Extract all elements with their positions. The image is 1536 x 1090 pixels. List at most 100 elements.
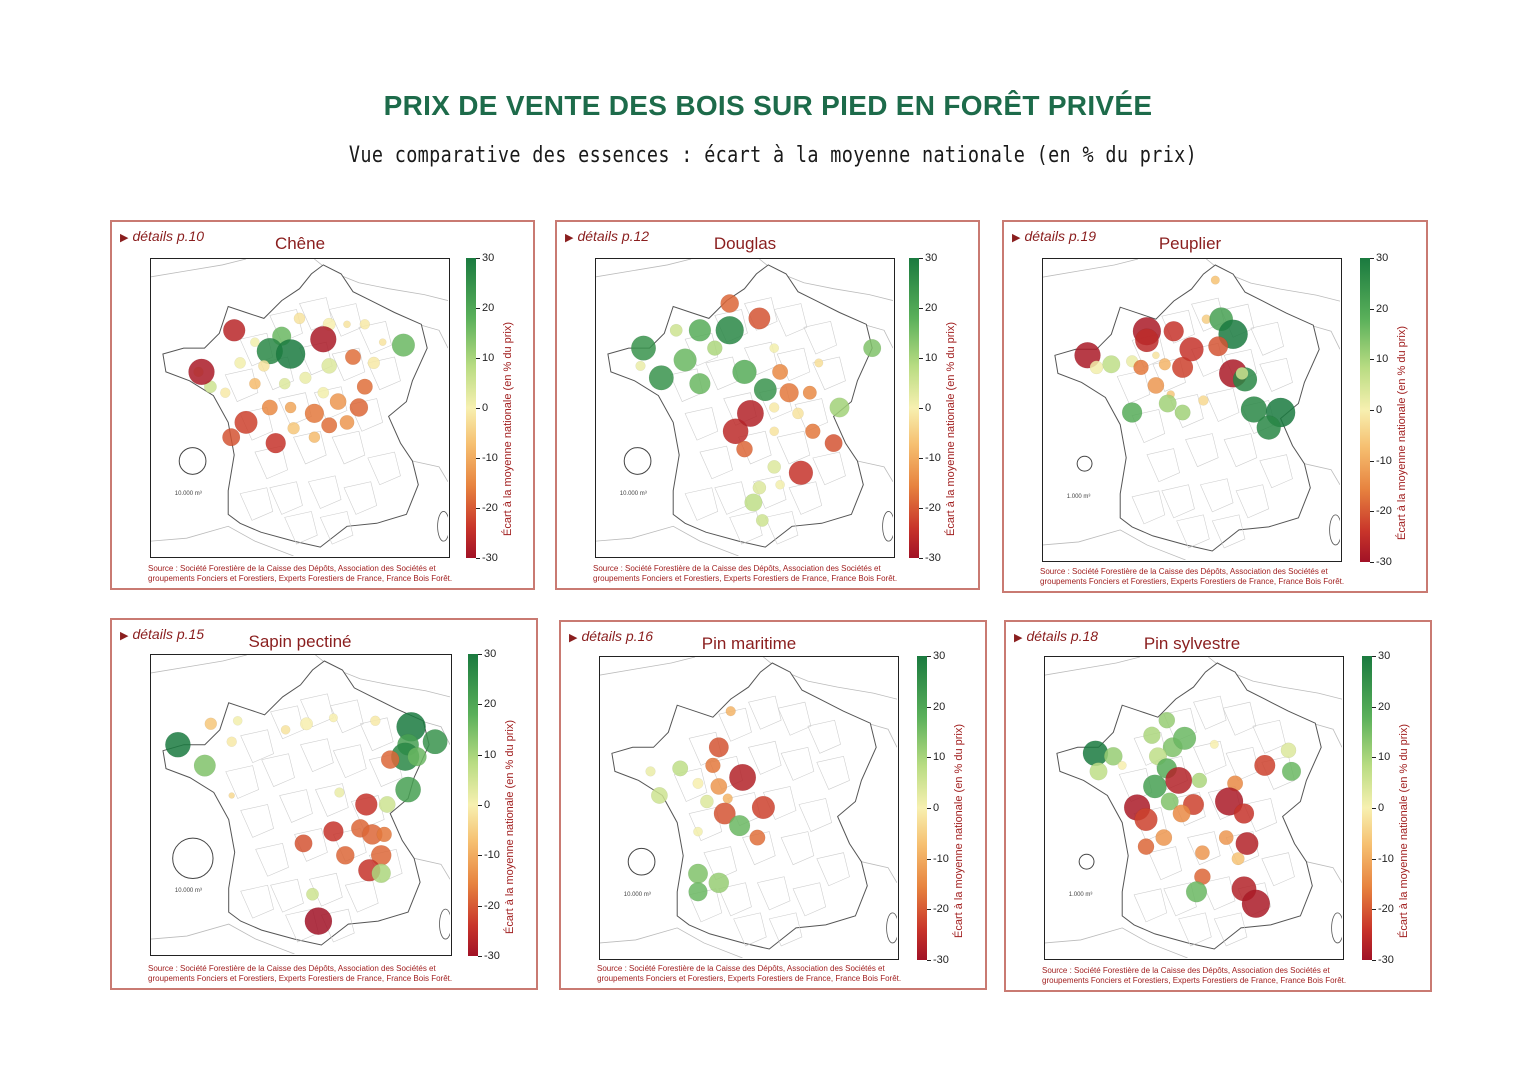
colorbar-tick: 20 [1369, 302, 1389, 315]
price-bubble [729, 763, 757, 791]
price-bubble [715, 316, 744, 345]
price-bubble [359, 319, 371, 330]
france-map: 1.000 m³ [1042, 258, 1342, 562]
price-bubble [1174, 404, 1191, 421]
price-bubble [802, 385, 817, 400]
department [684, 487, 719, 521]
border-spain [596, 525, 739, 556]
details-link[interactable]: ▶ détails p.18 [1014, 628, 1098, 644]
details-link[interactable]: ▶ détails p.10 [120, 228, 204, 244]
source-line-1: Source : Société Forestière de la Caisse… [1042, 966, 1330, 975]
price-bubble [769, 343, 780, 353]
border-italy [857, 460, 893, 482]
colorbar-tick: 10 [1369, 353, 1389, 366]
department [1235, 484, 1270, 519]
corsica [439, 908, 450, 940]
price-bubble [261, 399, 278, 416]
department [1187, 831, 1221, 866]
price-bubble [748, 307, 771, 330]
price-bubble [422, 729, 448, 755]
colorbar-tick: 30 [477, 648, 497, 660]
details-link[interactable]: ▶ détails p.12 [565, 228, 649, 244]
colorbar-tick: -10 [919, 452, 941, 464]
colorbar-tick: -30 [927, 954, 949, 966]
price-bubble [308, 431, 321, 444]
price-bubble [1117, 760, 1127, 770]
map-panel-0: ▶ détails p.10 Chêne 10.000 m³ 30 20 10 0 -10 -20… [110, 220, 535, 590]
price-bubble [304, 403, 325, 424]
colorbar-tick: 20 [475, 302, 495, 314]
source-note: Source : Société Forestière de la Caisse… [597, 964, 977, 984]
species-title: Pin sylvestre [1143, 634, 1241, 653]
price-bubble [1218, 830, 1234, 846]
france-map: 10.000 m³ [150, 654, 452, 956]
department [703, 846, 737, 881]
border-spain [1043, 529, 1186, 560]
department [261, 753, 295, 787]
department [225, 765, 259, 799]
colorbar-tick: 30 [918, 252, 938, 264]
border-italy [414, 857, 450, 880]
price-bubble [708, 872, 730, 894]
department [343, 481, 378, 515]
colorbar-tick: 20 [477, 698, 497, 711]
map-canvas [151, 259, 448, 556]
border-spain [151, 923, 295, 954]
triangle-right-icon: ▶ [565, 232, 574, 244]
map-canvas [600, 657, 897, 958]
price-bubble [805, 423, 821, 440]
details-link[interactable]: ▶ détails p.16 [569, 628, 653, 644]
price-bubble [250, 337, 260, 348]
department [319, 511, 354, 545]
price-bubble [693, 826, 703, 837]
price-bubble [788, 460, 814, 486]
price-bubble [1194, 845, 1210, 861]
department [240, 804, 274, 838]
price-bubble [222, 319, 246, 342]
department [1185, 433, 1219, 468]
department [764, 511, 799, 545]
price-bubble [744, 493, 763, 512]
colorbar-tick: 0 [475, 402, 489, 414]
price-bubble [1121, 402, 1143, 423]
department [1178, 912, 1212, 947]
price-bubble [752, 480, 767, 495]
department [1163, 882, 1197, 917]
price-bubble [188, 358, 215, 386]
price-bubble [391, 333, 416, 357]
price-bubble [767, 460, 782, 474]
department [1148, 846, 1182, 881]
source-note: Source : Société Forestière de la Caisse… [148, 564, 528, 584]
department [329, 699, 364, 734]
department [1259, 454, 1293, 489]
department [1176, 514, 1210, 549]
price-bubble [736, 399, 764, 427]
details-label: détails p.19 [1024, 228, 1097, 244]
colorbar-tick: -30 [1370, 556, 1392, 568]
corsica [882, 511, 893, 542]
department [1133, 888, 1168, 923]
price-bubble [287, 422, 300, 435]
price-bubble [376, 826, 392, 843]
corsica [1331, 912, 1342, 944]
price-bubble [329, 393, 347, 411]
source-line-2: groupements Fonciers et Forestiers, Expe… [593, 574, 898, 583]
department [1205, 388, 1240, 422]
price-bubble [395, 776, 422, 803]
page-title: PRIX DE VENTE DES BOIS SUR PIED EN FORÊT… [383, 90, 1153, 121]
price-bubble [343, 320, 351, 329]
details-link[interactable]: ▶ détails p.19 [1012, 228, 1096, 244]
department [349, 398, 384, 432]
department [1259, 357, 1293, 392]
border-italy [1304, 463, 1340, 485]
border-italy [861, 861, 897, 883]
department [1131, 490, 1166, 525]
details-link[interactable]: ▶ détails p.15 [120, 626, 204, 642]
department [1222, 701, 1257, 736]
price-bubble [304, 907, 333, 935]
price-bubble [378, 338, 387, 347]
map-panel-5: ▶ détails p.18 Pin sylvestre 1.000 m³ 30 20 10… [1004, 620, 1432, 992]
department [756, 876, 791, 911]
scale-circle [1078, 853, 1095, 870]
source-line-2: groupements Fonciers et Forestiers, Expe… [1042, 976, 1347, 985]
